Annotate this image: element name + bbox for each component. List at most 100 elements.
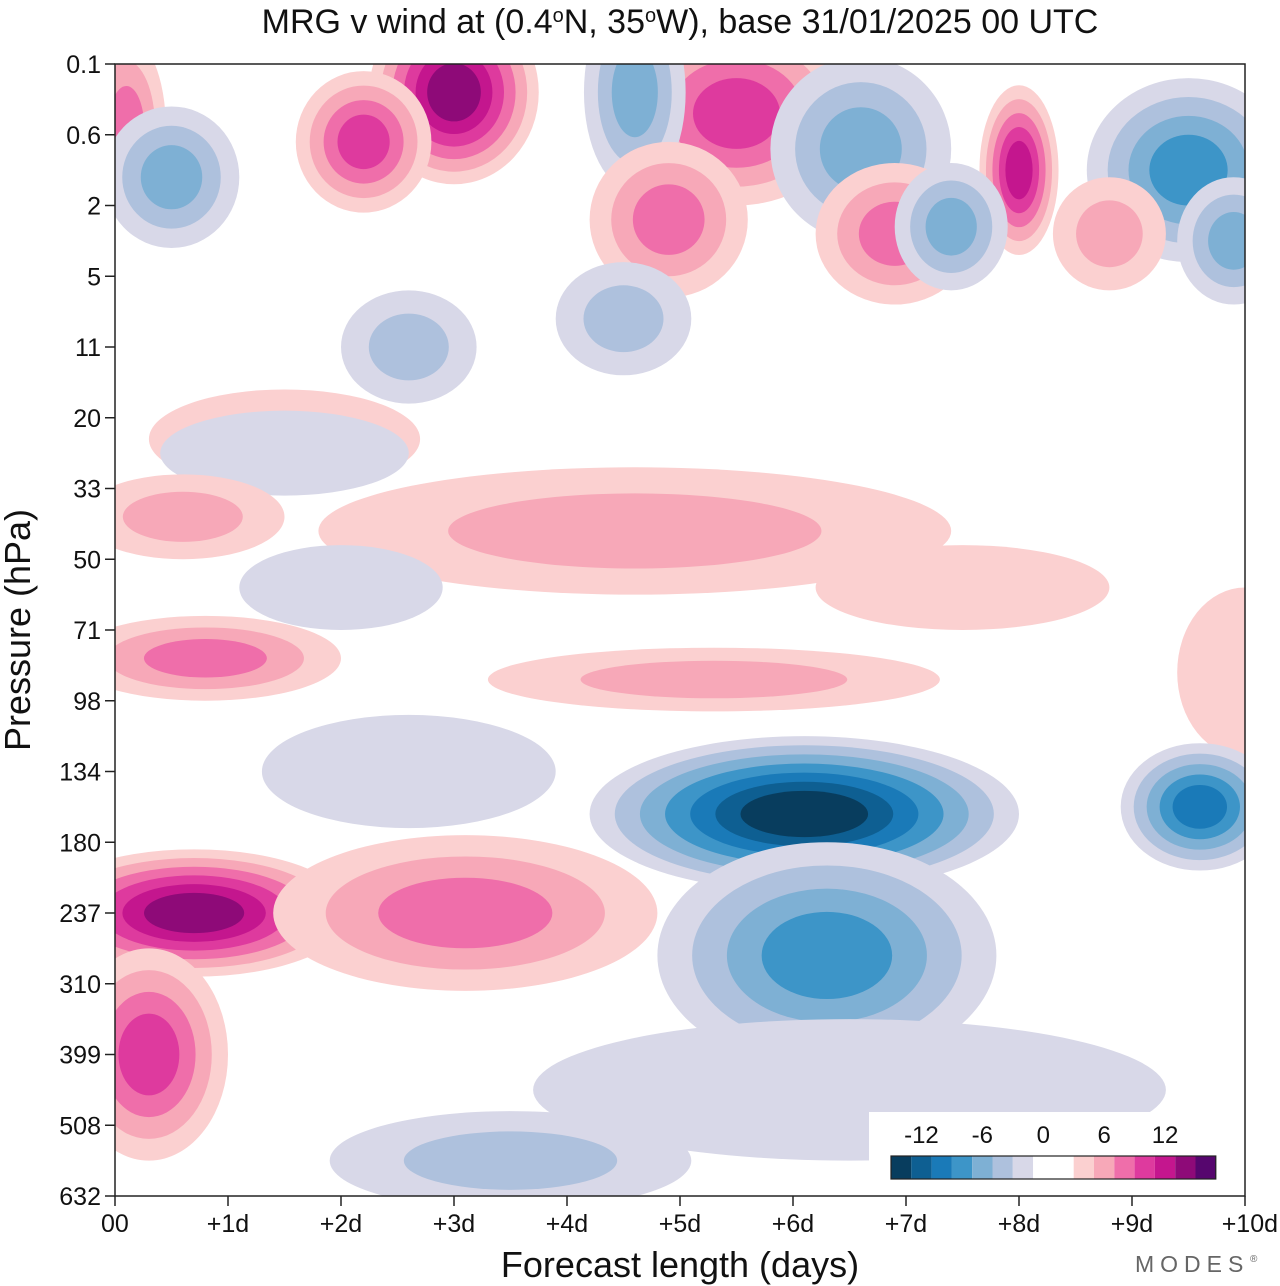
contour-feature <box>555 262 692 376</box>
y-tick-label: 508 <box>59 1112 101 1140</box>
y-tick-label: 50 <box>73 546 101 574</box>
x-tick-label: +9d <box>1111 1210 1153 1238</box>
y-tick-label: 33 <box>73 476 101 504</box>
contour-feature <box>239 545 443 630</box>
legend-swatch <box>1033 1156 1054 1179</box>
legend-swatch <box>992 1156 1013 1179</box>
contour-level-pos-1 <box>815 545 1110 630</box>
contour-level-neg-3 <box>925 197 977 256</box>
contour-level-neg-2 <box>403 1131 618 1190</box>
contour-level-pos-2 <box>580 660 848 699</box>
legend-swatch <box>1094 1156 1115 1179</box>
legend-swatch <box>891 1156 912 1179</box>
contour-level-pos-2 <box>122 491 243 542</box>
legend-swatch <box>1134 1156 1155 1179</box>
legend-label: 6 <box>1097 1122 1110 1149</box>
y-tick-label: 20 <box>73 405 101 433</box>
contour-feature <box>1052 177 1166 291</box>
x-tick-label: +1d <box>207 1210 249 1238</box>
y-tick-label: 0.6 <box>66 122 101 150</box>
contour-level-neg-7 <box>740 790 869 838</box>
contour-feature <box>1177 177 1245 305</box>
contour-feature <box>115 615 341 701</box>
legend-swatch <box>951 1156 973 1179</box>
contour-feature <box>160 410 409 496</box>
y-tick-label: 134 <box>59 759 101 787</box>
svg-text:MODES: MODES <box>1135 1251 1249 1277</box>
legend-swatch <box>931 1156 952 1179</box>
legend-swatch <box>911 1156 932 1179</box>
legend-swatch <box>972 1156 993 1179</box>
contour-feature <box>657 842 997 1069</box>
contour-level-pos-3 <box>143 639 267 678</box>
y-tick-label: 632 <box>59 1183 101 1211</box>
contour-feature <box>329 1111 692 1196</box>
contour-level-pos-6 <box>427 64 481 122</box>
legend-swatch <box>1175 1156 1196 1179</box>
x-tick-label: 00 <box>101 1210 129 1238</box>
contour-level-neg-1 <box>160 410 409 496</box>
legend-swatch <box>1073 1156 1094 1179</box>
legend-swatch <box>1114 1156 1135 1179</box>
contour-level-pos-4 <box>692 78 781 149</box>
contour-level-pos-3 <box>378 877 553 949</box>
contour-feature <box>894 163 1008 291</box>
contour-feature <box>115 948 228 1161</box>
y-tick-label: 2 <box>87 193 101 221</box>
contour-feature <box>487 647 940 712</box>
x-axis-label: Forecast length (days) <box>501 1244 859 1285</box>
contour-level-pos-4 <box>337 114 390 170</box>
contour-level-neg-3 <box>611 64 658 138</box>
contour-feature <box>815 545 1110 630</box>
contour-level-neg-3 <box>140 145 203 210</box>
legend-frame <box>890 1155 1217 1180</box>
contour-level-neg-3 <box>1208 212 1245 270</box>
legend-label: -12 <box>904 1122 939 1149</box>
y-tick-label: 5 <box>87 263 101 291</box>
contour-level-pos-4 <box>118 1013 180 1096</box>
colorbar-legend: -12 -6 0 6 12 <box>869 1112 1230 1190</box>
contour-level-neg-1 <box>261 714 556 829</box>
contour-feature <box>273 835 658 991</box>
y-tick-label: 237 <box>59 900 101 928</box>
x-tick-label: +6d <box>772 1210 814 1238</box>
legend-swatch <box>1012 1156 1034 1179</box>
x-tick-label: +2d <box>320 1210 362 1238</box>
contour-feature <box>261 714 556 829</box>
contour-level-pos-3 <box>632 184 705 255</box>
x-tick-label: +10d <box>1222 1210 1278 1238</box>
contour-level-neg-2 <box>583 285 664 353</box>
contour-feature <box>295 71 432 213</box>
legend-label: -6 <box>972 1122 993 1149</box>
contour-feature <box>115 106 240 248</box>
contour-level-neg-4 <box>761 911 893 1000</box>
x-tick-label: +5d <box>659 1210 701 1238</box>
contour-feature <box>115 474 285 560</box>
legend-swatch <box>1053 1156 1074 1179</box>
legend-swatch <box>1195 1156 1216 1179</box>
legend-swatch <box>1154 1156 1176 1179</box>
x-tick-label: +4d <box>546 1210 588 1238</box>
contour-level-pos-5 <box>1005 140 1033 200</box>
legend-label: 0 <box>1037 1122 1050 1149</box>
x-tick-label: +3d <box>433 1210 475 1238</box>
contour-feature <box>318 467 952 595</box>
y-tick-label: 180 <box>59 829 101 857</box>
y-tick-label: 11 <box>75 334 101 362</box>
legend-label: 12 <box>1152 1122 1179 1149</box>
contour-level-pos-2 <box>1076 200 1143 268</box>
y-tick-label: 399 <box>59 1042 101 1070</box>
x-tick-label: +8d <box>998 1210 1040 1238</box>
modes-logo: MODES ® <box>1135 1251 1258 1277</box>
contour-field <box>115 64 1245 1196</box>
x-axis: 00 +1d +2d +3d +4d +5d +6d +7d +8d +9d +10d <box>101 1196 1278 1238</box>
contour-feature <box>1177 587 1245 758</box>
y-axis: 0.1 0.6 2 5 11 20 33 50 71 98 134 180 237 310 399 508 63… <box>59 51 115 1211</box>
contour-feature <box>341 290 477 404</box>
contour-level-neg-2 <box>368 313 449 381</box>
y-tick-label: 310 <box>59 971 101 999</box>
svg-text:®: ® <box>1250 1254 1258 1265</box>
contour-feature <box>1120 743 1245 871</box>
chart-title: MRG v wind at (0.4oN, 35oW), base 31/01/… <box>262 3 1099 41</box>
